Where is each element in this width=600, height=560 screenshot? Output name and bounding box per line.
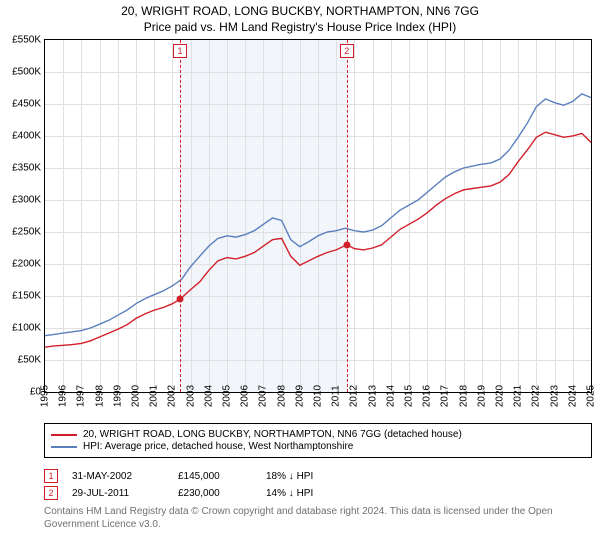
sale-dot — [177, 296, 184, 303]
x-tick-label: 2022 — [531, 385, 542, 407]
title-line-1: 20, WRIGHT ROAD, LONG BUCKBY, NORTHAMPTO… — [0, 4, 600, 20]
y-tick-label: £550K — [12, 35, 41, 46]
y-tick-label: £100K — [12, 323, 41, 334]
x-tick-label: 2018 — [458, 385, 469, 407]
x-tick-label: 2014 — [385, 385, 396, 407]
x-tick-label: 2003 — [185, 385, 196, 407]
x-tick-label: 2005 — [222, 385, 233, 407]
legend-label: HPI: Average price, detached house, West… — [83, 441, 353, 452]
legend-row: 20, WRIGHT ROAD, LONG BUCKBY, NORTHAMPTO… — [51, 429, 585, 440]
x-tick-label: 2001 — [149, 385, 160, 407]
x-tick-label: 2004 — [203, 385, 214, 407]
x-tick-label: 2021 — [513, 385, 524, 407]
x-tick-label: 1999 — [112, 385, 123, 407]
event-row: 2 29-JUL-2011 £230,000 14% ↓ HPI — [44, 486, 592, 500]
event-price: £145,000 — [178, 471, 252, 482]
x-tick-label: 2024 — [567, 385, 578, 407]
event-row: 1 31-MAY-2002 £145,000 18% ↓ HPI — [44, 469, 592, 483]
series-hpi — [45, 94, 591, 336]
x-tick-label: 2017 — [440, 385, 451, 407]
x-tick-label: 2011 — [331, 385, 342, 407]
event-date: 31-MAY-2002 — [72, 471, 164, 482]
x-tick-label: 2008 — [276, 385, 287, 407]
title-line-2: Price paid vs. HM Land Registry's House … — [0, 20, 600, 36]
x-tick-label: 2012 — [349, 385, 360, 407]
x-tick-label: 2025 — [586, 385, 597, 407]
x-tick-label: 2007 — [258, 385, 269, 407]
legend-swatch — [51, 446, 77, 448]
chart-plot-area: £0£50K£100K£150K£200K£250K£300K£350K£400… — [44, 39, 592, 393]
x-tick-label: 2015 — [404, 385, 415, 407]
x-tick-label: 1995 — [40, 385, 51, 407]
y-tick-label: £300K — [12, 195, 41, 206]
x-tick-label: 2010 — [313, 385, 324, 407]
events-table: 1 31-MAY-2002 £145,000 18% ↓ HPI 2 29-JUL-201… — [44, 466, 592, 503]
x-tick-label: 2016 — [422, 385, 433, 407]
legend-swatch — [51, 434, 77, 436]
event-dashline — [347, 40, 348, 392]
legend-label: 20, WRIGHT ROAD, LONG BUCKBY, NORTHAMPTO… — [83, 429, 462, 440]
y-tick-label: £200K — [12, 259, 41, 270]
y-tick-label: £500K — [12, 67, 41, 78]
legend-row: HPI: Average price, detached house, West… — [51, 441, 585, 452]
y-tick-label: £150K — [12, 291, 41, 302]
data-attribution: Contains HM Land Registry data © Crown c… — [44, 506, 592, 531]
x-tick-label: 2000 — [131, 385, 142, 407]
x-tick-label: 2013 — [367, 385, 378, 407]
x-tick-label: 2006 — [240, 385, 251, 407]
event-marker-box: 2 — [340, 44, 354, 58]
event-date: 29-JUL-2011 — [72, 488, 164, 499]
title-block: 20, WRIGHT ROAD, LONG BUCKBY, NORTHAMPTO… — [0, 0, 600, 37]
event-price: £230,000 — [178, 488, 252, 499]
x-tick-label: 2009 — [294, 385, 305, 407]
y-tick-label: £50K — [18, 355, 41, 366]
x-tick-label: 2019 — [476, 385, 487, 407]
x-tick-label: 2020 — [495, 385, 506, 407]
legend: 20, WRIGHT ROAD, LONG BUCKBY, NORTHAMPTO… — [44, 423, 592, 458]
y-tick-label: £250K — [12, 227, 41, 238]
sale-dot — [343, 241, 350, 248]
event-number-box: 1 — [44, 469, 58, 483]
chart-container: 20, WRIGHT ROAD, LONG BUCKBY, NORTHAMPTO… — [0, 0, 600, 560]
y-tick-label: £450K — [12, 99, 41, 110]
x-tick-label: 1997 — [76, 385, 87, 407]
x-tick-label: 2002 — [167, 385, 178, 407]
chart-svg — [45, 40, 591, 392]
event-dashline — [180, 40, 181, 392]
x-tick-label: 1996 — [58, 385, 69, 407]
event-marker-box: 1 — [173, 44, 187, 58]
y-tick-label: £400K — [12, 131, 41, 142]
series-property_price — [45, 132, 591, 347]
x-tick-label: 1998 — [94, 385, 105, 407]
x-tick-label: 2023 — [549, 385, 560, 407]
event-change: 14% ↓ HPI — [266, 488, 313, 499]
event-number-box: 2 — [44, 486, 58, 500]
y-tick-label: £350K — [12, 163, 41, 174]
event-change: 18% ↓ HPI — [266, 471, 313, 482]
